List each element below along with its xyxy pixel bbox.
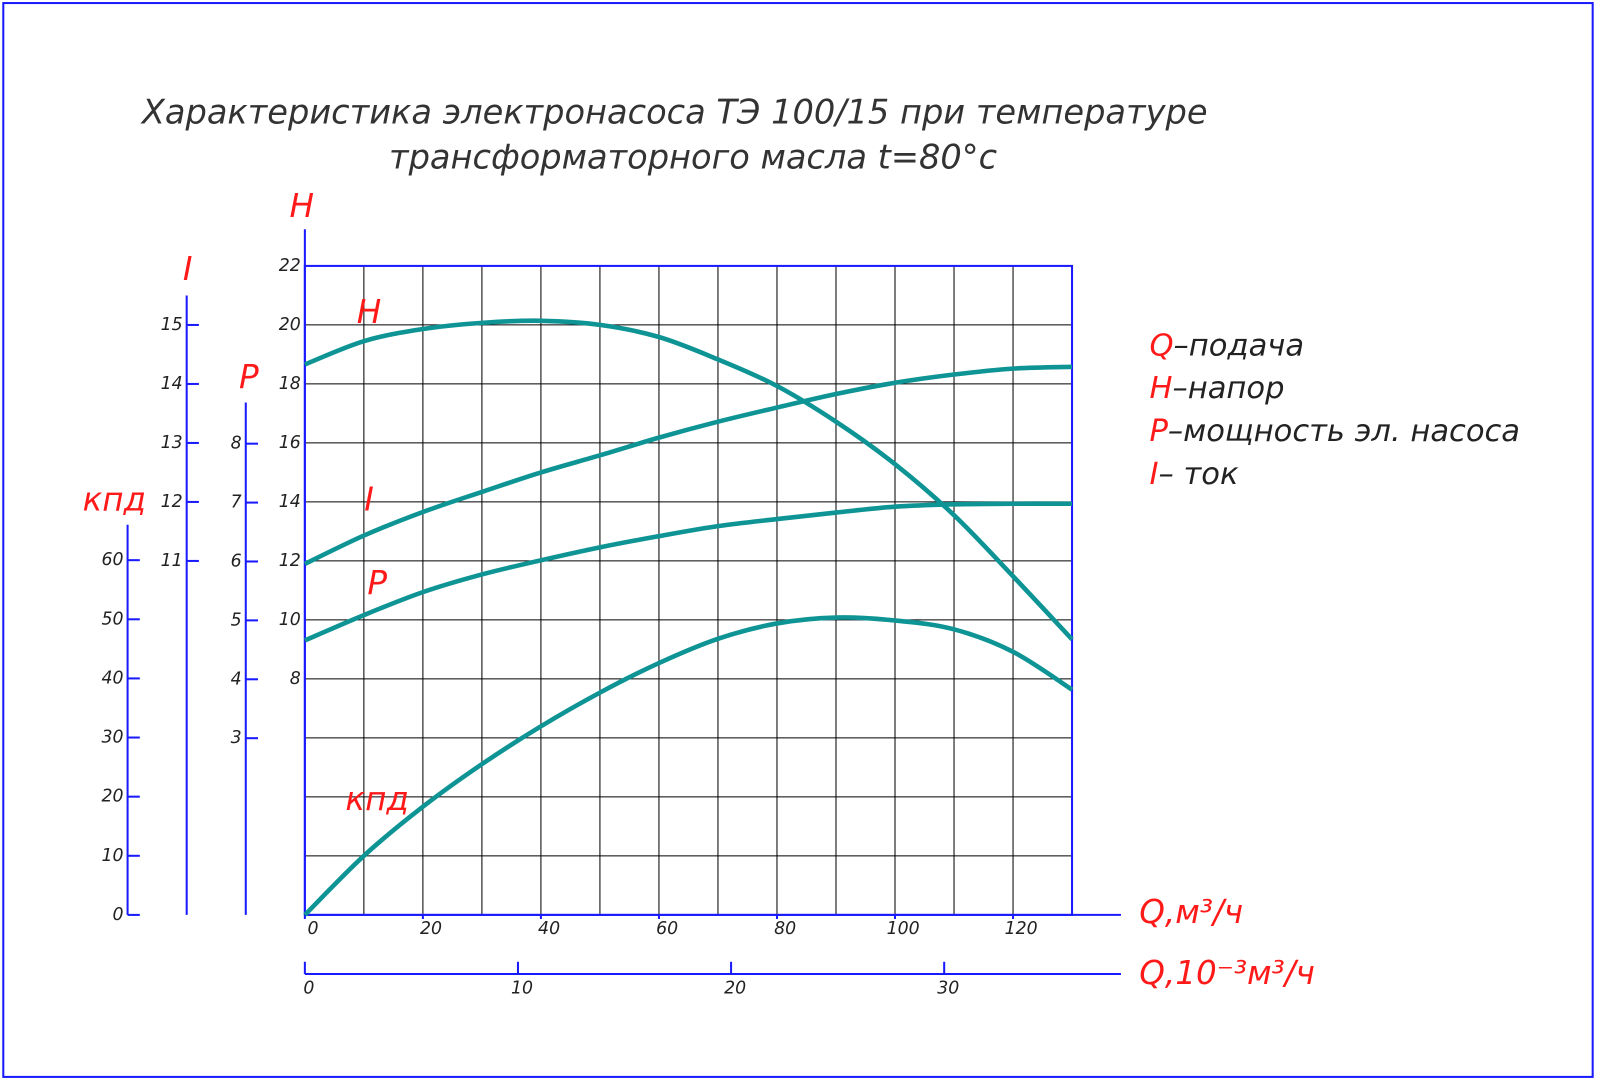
x-tick-label: 60: [656, 919, 678, 939]
y-tick-label: 20: [279, 315, 301, 335]
legend-item: Q–подача: [1149, 328, 1304, 363]
series-line: [303, 501, 1073, 643]
y-tick-label: 18: [279, 374, 301, 394]
y-tick-label: 0: [112, 905, 123, 925]
y-tick-label: 11: [161, 551, 183, 571]
y-tick-label: 10: [279, 610, 301, 630]
y-tick-label: 6: [231, 551, 242, 571]
y-tick-label: 60: [101, 550, 123, 570]
legend-item: H–напор: [1149, 371, 1284, 406]
y-tick-label: 12: [279, 551, 301, 571]
legend-text: –напор: [1172, 371, 1284, 406]
x2-tick-label: 10: [511, 978, 533, 998]
y-axis-label: H: [290, 187, 315, 225]
y-tick-label: 14: [279, 492, 301, 512]
x-tick-label: 120: [1005, 919, 1038, 939]
legend-symbol: I: [1149, 456, 1158, 491]
y-tick-label: 16: [279, 433, 301, 453]
y-tick-label: 8: [290, 669, 301, 689]
x-tick-label: 80: [774, 919, 796, 939]
legend-symbol: Q: [1149, 328, 1173, 363]
legend-symbol: H: [1149, 371, 1172, 406]
y-tick-label: 30: [101, 728, 123, 748]
title-line: трансформаторного масла t=80°c: [389, 137, 998, 176]
legend-text: –подача: [1174, 328, 1305, 363]
y-tick-label: 10: [101, 846, 123, 866]
series-label: H: [357, 293, 382, 331]
y-tick-label: 13: [161, 433, 183, 453]
y-tick-label: 50: [101, 609, 123, 629]
x2-tick-label: 0: [303, 978, 314, 998]
y-tick-label: 8: [231, 434, 242, 454]
x-tick-label: 20: [420, 919, 442, 939]
y-tick-label: 15: [161, 315, 183, 335]
title-line: Характеристика электронасоса ТЭ 100/15 п…: [140, 93, 1208, 132]
series-label: P: [367, 564, 387, 602]
y-axis-label: кпд: [83, 480, 147, 518]
legend-symbol: P: [1149, 413, 1168, 448]
series-label: I: [364, 480, 374, 518]
series-line: [303, 615, 1074, 917]
legend-item: P–мощность эл. насоса: [1149, 413, 1520, 448]
y-tick-label: 5: [231, 610, 242, 630]
x-axis-label: Q,м³/ч: [1139, 893, 1243, 931]
x-tick-label: 100: [887, 919, 920, 939]
y-axis-label: P: [239, 358, 259, 396]
series-line: [304, 318, 1074, 641]
y-tick-label: 7: [231, 493, 242, 513]
legend-item: I– ток: [1149, 456, 1238, 491]
x2-tick-label: 30: [937, 978, 959, 998]
y-tick-label: 22: [279, 256, 301, 276]
series-line: [303, 364, 1073, 566]
series-label: кпд: [345, 780, 409, 818]
x-tick-label: 40: [538, 919, 560, 939]
y-tick-label: 4: [231, 669, 242, 689]
y-axis-label: I: [183, 250, 193, 288]
legend-text: –мощность эл. насоса: [1168, 413, 1520, 448]
y-tick-label: 20: [101, 787, 123, 807]
legend-text: – ток: [1158, 456, 1238, 491]
x2-axis-label: Q,10⁻³м³/ч: [1139, 954, 1315, 992]
y-tick-label: 40: [101, 668, 123, 688]
y-tick-label: 3: [231, 728, 242, 748]
y-tick-label: 14: [161, 374, 183, 394]
y-tick-label: 12: [161, 492, 183, 512]
x2-tick-label: 20: [724, 978, 746, 998]
x-tick-label: 0: [308, 919, 319, 939]
plot-frame: [303, 264, 1074, 916]
